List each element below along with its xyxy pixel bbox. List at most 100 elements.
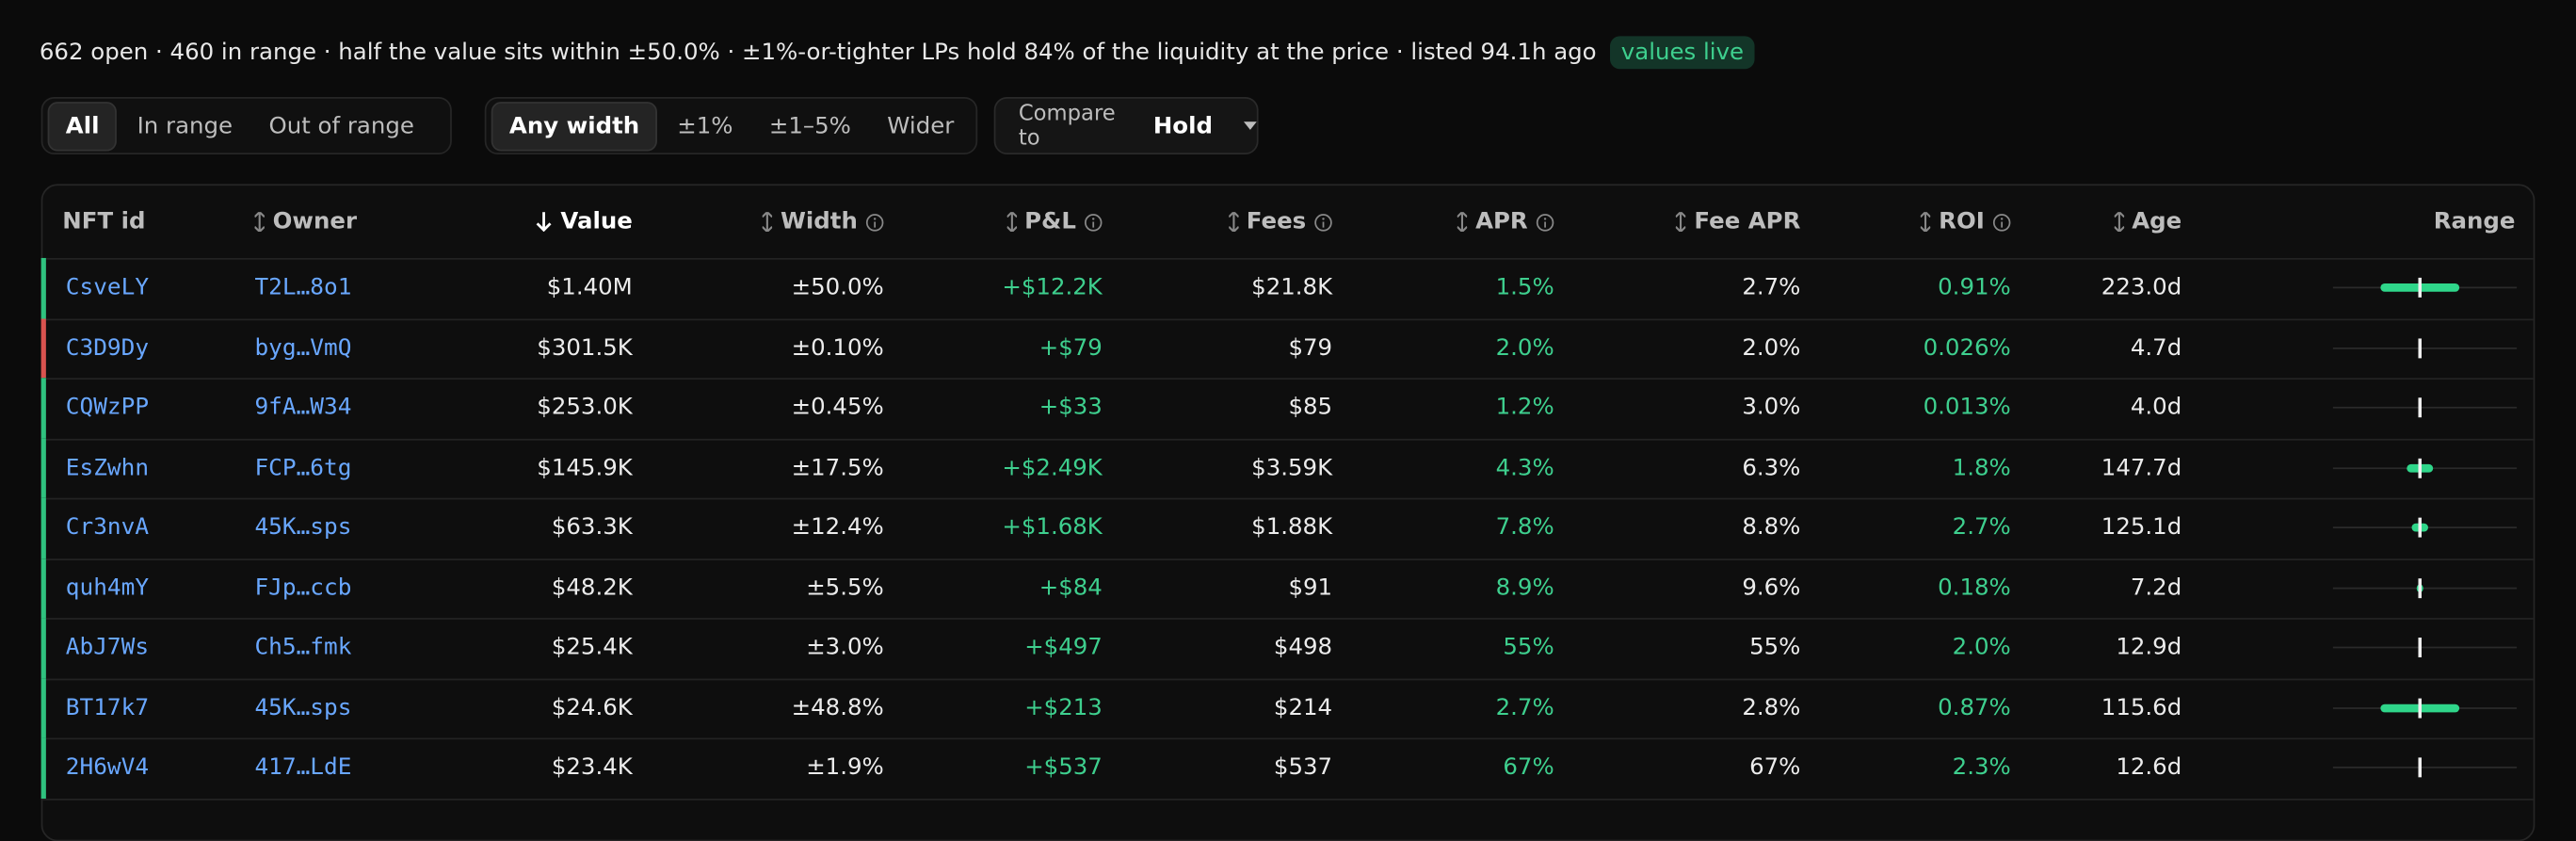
roi: 2.3% [1952,754,2011,782]
owner[interactable]: 45K…sps [254,694,352,721]
row-divider [42,737,2534,740]
page: 662 open · 460 in range · half the value… [39,36,2536,841]
owner[interactable]: 45K…sps [254,514,352,542]
compare-value: Hold [1152,112,1213,139]
column-header: Range [2186,203,2516,239]
filter-button[interactable]: All [47,101,118,151]
column-header[interactable]: NFT id [62,203,145,239]
width: ±1.9% [806,754,884,782]
width: ±17.5% [791,454,884,481]
summary: 662 open · 460 in range · half the value… [40,36,1756,70]
filter-button[interactable]: Any width [491,101,658,151]
row-divider [42,798,2534,800]
column-header[interactable]: Fee APR [1472,203,1800,239]
filter-button[interactable]: Out of range [268,112,414,139]
range-indicator [2332,698,2518,719]
column-header[interactable]: APR [1226,203,1554,239]
nft-id[interactable]: C3D9Dy [65,334,150,362]
nft-id[interactable]: Cr3nvA [65,514,150,542]
pnl: +$84 [1038,574,1103,602]
filter-button[interactable]: In range [137,112,233,139]
nft-id[interactable]: AbJ7Ws [65,634,150,661]
header-label: Value [560,208,633,235]
owner[interactable]: FJp…ccb [254,574,352,602]
header-label: Range [2433,208,2516,235]
column-header[interactable]: ROI [1682,203,2011,239]
row-divider [42,317,2534,320]
roi: 0.87% [1938,694,2011,721]
compare-label: Compare to [1018,101,1116,151]
sort-icon [254,212,265,233]
column-header[interactable]: Owner [254,203,357,239]
apr: 55% [1503,634,1554,661]
filter-button[interactable]: Wider [887,112,955,139]
column-header[interactable]: P&L [774,203,1103,239]
compare-dropdown[interactable]: Compare to Hold [993,96,1259,155]
owner[interactable]: 417…LdE [254,754,352,782]
nft-id[interactable]: EsZwhn [65,454,150,481]
nft-id[interactable]: quh4mY [65,574,150,602]
app: 662 open · 460 in range · half the value… [40,36,2536,841]
width: ±3.0% [806,634,884,661]
owner[interactable]: byg…VmQ [254,334,352,362]
fee-apr: 2.8% [1742,694,1801,721]
column-header[interactable]: Fees [1004,203,1332,239]
apr: 1.5% [1495,274,1554,301]
value: $63.3K [551,514,633,542]
sort-icon [1006,212,1017,233]
header-label: NFT id [62,208,146,235]
owner[interactable]: 9fA…W34 [254,395,352,422]
fee-apr: 3.0% [1742,395,1801,422]
row-accent [40,438,46,498]
row-accent [40,497,46,558]
roi: 1.8% [1952,454,2011,481]
age: 4.0d [2130,395,2182,422]
row-accent [40,378,46,439]
row-divider [42,438,2534,440]
width: ±0.45% [791,395,884,422]
owner[interactable]: FCP…6tg [254,454,352,481]
age: 125.1d [2101,514,2182,542]
nft-id[interactable]: BT17k7 [65,694,150,721]
owner[interactable]: Ch5…fmk [254,634,352,661]
fees: $3.59K [1251,454,1333,481]
info-icon [1084,213,1103,231]
info-icon [1992,213,2011,231]
range-indicator [2332,577,2518,598]
value: $253.0K [537,395,633,422]
value: $145.9K [537,454,633,481]
nft-id[interactable]: CsveLY [65,274,150,301]
fee-apr: 2.7% [1742,274,1801,301]
status-filter: All In range Out of range [40,96,452,155]
width: ±12.4% [791,514,884,542]
row-accent [40,558,46,619]
row-divider [42,497,2534,500]
sort-icon [762,212,773,233]
nft-id[interactable]: 2H6wV4 [65,754,150,782]
width: ±0.10% [791,334,884,362]
sort-icon [1920,212,1931,233]
fee-apr: 2.0% [1742,334,1801,362]
range-indicator [2332,518,2518,539]
row-accent [40,677,46,738]
apr: 67% [1503,754,1554,782]
column-header[interactable]: Width [555,203,884,239]
age: 12.9d [2116,634,2182,661]
header-label: Fees [1246,208,1307,235]
info-icon [865,213,884,231]
value: $23.4K [551,754,633,782]
row-divider [42,558,2534,560]
column-header[interactable]: Value [304,203,633,239]
age: 12.6d [2116,754,2182,782]
roi: 0.026% [1923,334,2011,362]
sort-desc-icon [536,212,552,233]
pnl: +$537 [1024,754,1103,782]
filter-button[interactable]: ±1% [677,112,733,139]
roi: 0.18% [1938,574,2011,602]
filter-button[interactable]: ±1–5% [768,112,851,139]
apr: 7.8% [1495,514,1554,542]
row-accent [40,257,46,318]
nft-id[interactable]: CQWzPP [65,395,150,422]
owner[interactable]: T2L…8o1 [254,274,352,301]
column-header[interactable]: Age [1853,203,2182,239]
